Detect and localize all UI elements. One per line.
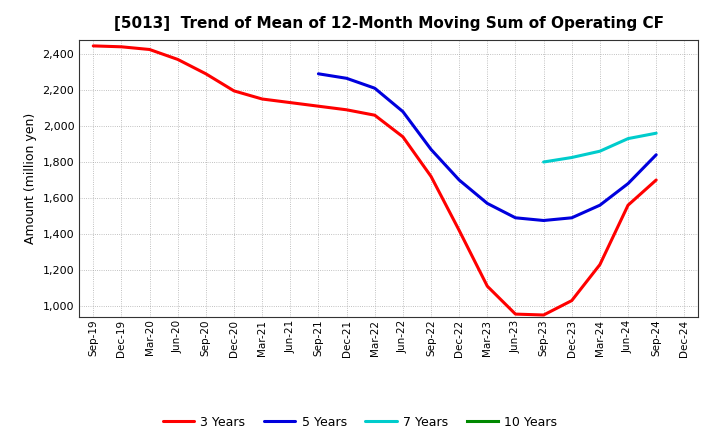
Line: 3 Years: 3 Years [94,46,656,315]
3 Years [230,88,238,94]
3 Years [595,262,604,267]
5 Years [567,215,576,220]
3 Years [202,71,210,77]
5 Years [455,177,464,183]
3 Years [624,202,632,208]
5 Years [652,152,660,158]
7 Years [624,136,632,141]
3 Years [314,103,323,109]
3 Years [652,177,660,183]
5 Years [539,218,548,223]
3 Years [258,96,266,102]
3 Years [399,134,408,139]
5 Years [399,109,408,114]
Line: 7 Years: 7 Years [544,133,656,162]
5 Years [483,201,492,206]
7 Years [567,155,576,160]
5 Years [342,76,351,81]
3 Years [455,228,464,233]
5 Years [511,215,520,220]
Y-axis label: Amount (million yen): Amount (million yen) [24,113,37,244]
7 Years [595,149,604,154]
3 Years [511,312,520,317]
5 Years [595,202,604,208]
3 Years [286,100,294,105]
Title: [5013]  Trend of Mean of 12-Month Moving Sum of Operating CF: [5013] Trend of Mean of 12-Month Moving … [114,16,664,32]
3 Years [539,312,548,318]
7 Years [652,131,660,136]
3 Years [567,298,576,303]
3 Years [342,107,351,113]
3 Years [145,47,154,52]
3 Years [89,43,98,48]
Line: 5 Years: 5 Years [318,74,656,220]
3 Years [174,57,182,62]
5 Years [370,85,379,91]
3 Years [117,44,126,49]
3 Years [427,174,436,179]
5 Years [314,71,323,77]
Legend: 3 Years, 5 Years, 7 Years, 10 Years: 3 Years, 5 Years, 7 Years, 10 Years [158,411,562,434]
5 Years [624,181,632,186]
7 Years [539,159,548,165]
3 Years [370,113,379,118]
5 Years [427,147,436,152]
3 Years [483,283,492,289]
